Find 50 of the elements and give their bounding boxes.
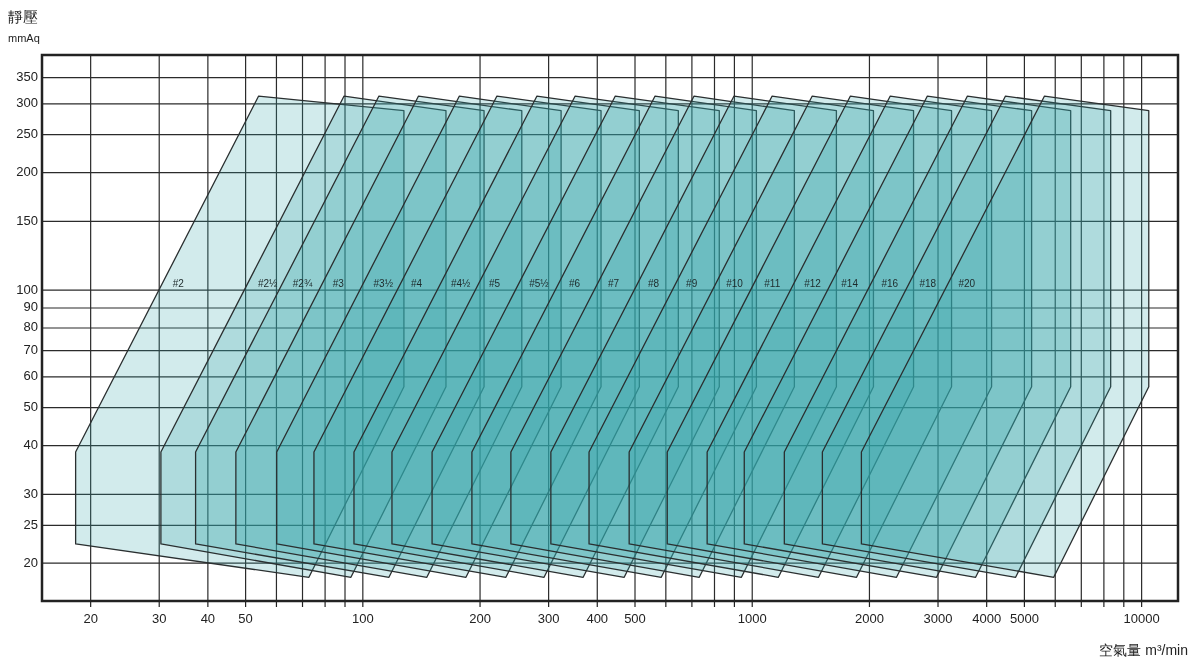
y-tick-label: 250 [16,126,38,142]
series-label: #9 [686,278,698,290]
x-tick-label: 400 [586,611,609,626]
series-label: #2 [172,278,185,290]
y-tick-label: 25 [23,516,38,532]
y-tick-label: 40 [23,437,38,453]
series-label: #7 [607,278,620,290]
y-tick-label: 100 [16,281,38,297]
x-axis-title: 空氣量 m³/min [1099,642,1188,658]
y-tick-label: 350 [16,69,38,85]
series-label: #3 [332,278,345,290]
x-tick-label: 4000 [972,611,1002,626]
series-label: #14 [841,278,859,290]
series-label: #12 [804,278,822,290]
series-label: #3½ [373,278,394,290]
x-tick-label: 40 [200,611,216,626]
series-label: #5 [489,278,501,290]
y-tick-label: 60 [23,368,38,384]
y-tick-label: 80 [23,319,38,335]
x-tick-label: 200 [469,611,491,626]
x-tick-label: 20 [83,611,98,626]
y-tick-label: 90 [23,299,38,315]
x-tick-label: 2000 [854,611,884,626]
x-tick-label: 30 [151,611,167,626]
x-tick-label: 100 [351,611,374,626]
y-tick-label: 70 [23,342,38,358]
series-label: #11 [764,278,781,290]
x-tick-label: 1000 [737,611,767,626]
y-tick-label: 300 [16,95,38,111]
series-label: #16 [881,278,899,290]
series-label: #20 [958,278,976,290]
series-label: #8 [647,278,660,290]
y-axis-title: 靜壓 mmAq [8,8,40,44]
series-label: #4 [410,278,423,290]
y-tick-label: 20 [23,554,38,570]
y-tick-label: 50 [23,399,38,415]
series-label: #10 [726,278,744,290]
x-tick-label: 3000 [923,611,953,626]
y-tick-label: 200 [16,164,38,180]
x-tick-label: 500 [624,611,646,626]
y-tick-label: 150 [16,212,38,228]
series-label: #18 [919,278,937,290]
x-tick-label: 10000 [1123,611,1160,626]
series-label: #5½ [529,278,550,290]
y-tick-label: 30 [23,485,38,501]
series-label: #4½ [450,278,472,290]
x-tick-label: 300 [537,611,560,626]
series-label: #6 [569,278,581,290]
x-tick-label: 5000 [1009,611,1039,626]
x-tick-label: 50 [238,611,253,626]
